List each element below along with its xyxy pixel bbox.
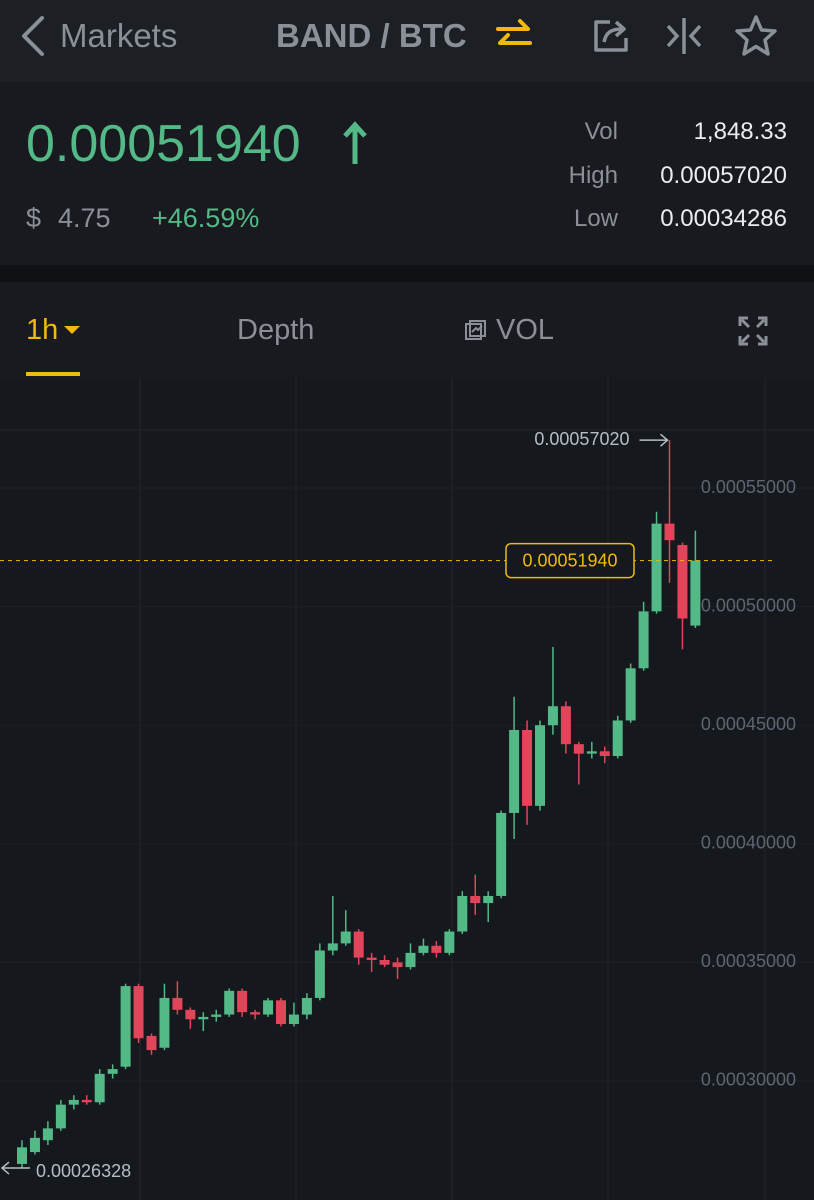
y-tick-label: 0.00050000 — [701, 595, 796, 615]
candle-body — [314, 950, 325, 998]
candle-body — [353, 931, 364, 958]
candle-body — [560, 706, 571, 745]
candle-body — [573, 744, 584, 754]
candle-body — [276, 1000, 286, 1025]
change: +46.59% — [152, 203, 260, 233]
candle-body — [42, 1128, 53, 1141]
candle-body — [172, 997, 183, 1010]
tab-indicator — [26, 372, 80, 376]
candle-body — [522, 729, 533, 806]
candle-body — [651, 523, 662, 612]
favorite-icon[interactable] — [734, 14, 778, 58]
compare-icon[interactable] — [664, 16, 704, 56]
candle-body — [301, 997, 312, 1015]
last-price-label: 0.00051940 — [522, 550, 617, 570]
stat-label: Low — [573, 205, 618, 232]
stat-value: 1,848.33 — [693, 118, 787, 145]
candle-body — [340, 931, 351, 944]
candle-body — [444, 931, 455, 953]
candle-body — [327, 943, 338, 951]
stat-label: Vol — [584, 118, 618, 145]
y-tick-label: 0.00045000 — [701, 714, 796, 734]
low-marker-arrow — [0, 1161, 30, 1175]
ticker-panel: 0.00051940 $ 4.75 +46.59% Vol 1,848.33 H… — [0, 82, 814, 265]
divider — [0, 265, 814, 282]
up-arrow — [343, 121, 367, 164]
candle-body — [263, 1000, 274, 1015]
candle-body — [457, 895, 468, 932]
candle-body — [107, 1069, 118, 1074]
low-marker-label: 0.00026328 — [36, 1161, 131, 1181]
y-tick-label: 0.00030000 — [701, 1070, 796, 1090]
swap-icon[interactable] — [494, 16, 534, 56]
candle-body — [547, 706, 558, 726]
candle-body — [612, 720, 623, 757]
candle-body — [599, 751, 610, 757]
candle-body — [418, 945, 429, 953]
candle-body — [120, 986, 131, 1067]
back-label[interactable]: Markets — [60, 17, 178, 54]
last-price: 0.00051940 — [26, 115, 301, 173]
candle-body — [470, 895, 481, 904]
y-tick-label: 0.00035000 — [701, 951, 796, 971]
stat-label: High — [568, 162, 618, 189]
candlestick-chart: 0.00055000 0.00050000 0.00045000 0.00040000… — [0, 378, 814, 1200]
candle-body — [198, 1016, 209, 1020]
pair-title[interactable]: BAND / BTC — [276, 17, 467, 54]
fiat-price: 4.75 — [58, 203, 111, 233]
back-icon[interactable] — [16, 14, 50, 58]
top-bar: Markets BAND / BTC — [0, 0, 814, 82]
chart-background — [0, 378, 814, 1200]
candle-body — [55, 1104, 66, 1129]
candle-body — [29, 1137, 40, 1153]
high-marker-label: 0.00057020 — [534, 429, 629, 449]
y-tick-label: 0.00055000 — [701, 477, 796, 497]
share-icon[interactable] — [592, 16, 632, 56]
fullscreen-icon[interactable] — [738, 316, 768, 346]
tab-interval[interactable]: 1h — [26, 314, 59, 346]
candle-body — [146, 1035, 157, 1051]
candle-body — [535, 725, 545, 806]
candle-body — [288, 1014, 299, 1025]
high-marker-arrow — [639, 433, 669, 447]
tab-bar: 1h Depth VOL — [0, 282, 814, 379]
stat-value: 0.00034286 — [660, 205, 787, 232]
candle-body — [405, 952, 416, 968]
y-tick-label: 0.00040000 — [701, 833, 796, 853]
stat-value: 0.00057020 — [660, 162, 787, 189]
candle-body — [81, 1099, 92, 1103]
candle-body — [483, 895, 494, 904]
dropdown-icon[interactable] — [64, 324, 80, 336]
candle-body — [185, 1009, 196, 1020]
candle-body — [509, 729, 520, 813]
candle-body — [638, 611, 649, 669]
candle-body — [68, 1099, 79, 1105]
candle-body — [159, 997, 170, 1048]
candle-body — [379, 959, 390, 965]
candle-body — [366, 957, 377, 960]
tab-vol[interactable]: VOL — [496, 314, 555, 346]
candle-body — [496, 812, 507, 896]
candle-body — [250, 1012, 261, 1015]
last-price-box — [505, 542, 635, 579]
vol-icon[interactable] — [464, 319, 488, 343]
candle-body — [237, 990, 248, 1013]
candle-body — [625, 668, 636, 721]
candle-body — [94, 1073, 105, 1103]
candle-body — [690, 560, 701, 626]
candle-body — [211, 1014, 222, 1017]
candle-body — [133, 986, 144, 1039]
candle-body — [677, 544, 688, 619]
candle-body — [586, 751, 597, 754]
candle-body — [224, 990, 235, 1015]
tab-depth[interactable]: Depth — [237, 314, 315, 346]
currency: $ — [26, 203, 42, 233]
candle-body — [431, 945, 442, 953]
candle-body — [664, 523, 675, 541]
candle-body — [392, 962, 403, 968]
candle-body — [17, 1147, 27, 1164]
